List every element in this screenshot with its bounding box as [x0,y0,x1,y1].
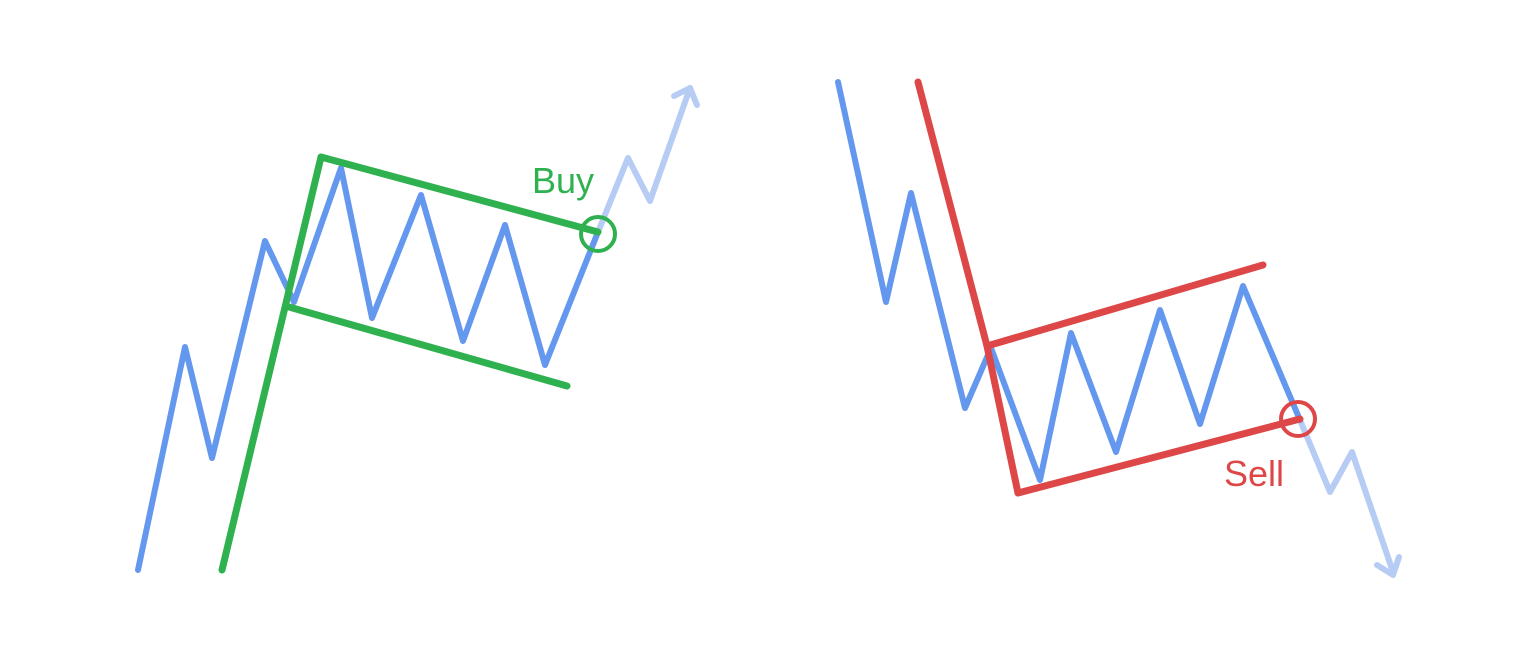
bear-flag-lower-line [1014,415,1304,497]
bear-flag-pattern: Sell [835,78,1402,578]
bull-flag-pattern: Buy [135,85,700,574]
bull-flagpole [218,153,325,574]
bear-price-path [835,79,1303,483]
bull-breakout-marker [579,215,617,253]
bull-flag-upper-line [317,153,602,236]
bear-projected-path [1297,417,1396,575]
bear-breakdown-marker [1279,400,1317,438]
bear-projected-arrowhead [1374,554,1402,578]
bear-flag-upper-line [983,261,1267,350]
bull-projected-path [595,85,693,235]
buy-label: Buy [532,160,594,201]
sell-label: Sell [1224,453,1284,494]
bull-projected-arrowhead [671,85,700,108]
bull-price-path [135,165,601,573]
bull-flag-lower-line [285,303,571,390]
